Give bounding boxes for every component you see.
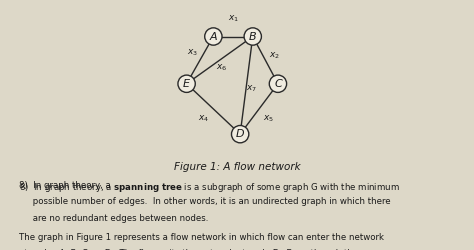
- Text: $x_2$: $x_2$: [269, 50, 280, 61]
- Text: C: C: [274, 79, 282, 89]
- Text: possible number of edges.  In other words, it is an undirected graph in which th: possible number of edges. In other words…: [19, 198, 391, 206]
- Text: $x_4$: $x_4$: [198, 113, 210, 124]
- Text: The graph in Figure 1 represents a flow network in which flow can enter the netw: The graph in Figure 1 represents a flow …: [19, 234, 384, 242]
- Text: 8)  In graph theory, a: 8) In graph theory, a: [19, 181, 113, 190]
- Text: $x_3$: $x_3$: [187, 47, 199, 58]
- Circle shape: [231, 126, 249, 143]
- Text: E: E: [183, 79, 190, 89]
- Circle shape: [178, 75, 195, 92]
- Circle shape: [244, 28, 262, 45]
- Text: $x_6$: $x_6$: [216, 63, 227, 73]
- Circle shape: [269, 75, 287, 92]
- Text: are no redundant edges between nodes.: are no redundant edges between nodes.: [19, 214, 208, 223]
- Text: Figure 1: A flow network: Figure 1: A flow network: [173, 162, 301, 172]
- Text: A: A: [210, 32, 217, 42]
- Text: $x_5$: $x_5$: [263, 113, 274, 124]
- Text: $x_7$: $x_7$: [246, 83, 257, 94]
- Text: $x_1$: $x_1$: [228, 14, 238, 24]
- Text: D: D: [236, 129, 245, 139]
- Text: B: B: [249, 32, 256, 42]
- Text: 8)  In graph theory, a $\mathbf{spanning\ tree}$ is a subgraph of some graph G w: 8) In graph theory, a $\mathbf{spanning\…: [19, 181, 400, 194]
- Circle shape: [205, 28, 222, 45]
- Text: at nodes A, B, C, or D.  The flow exits the network at node E.  Even though the: at nodes A, B, C, or D. The flow exits t…: [19, 248, 358, 250]
